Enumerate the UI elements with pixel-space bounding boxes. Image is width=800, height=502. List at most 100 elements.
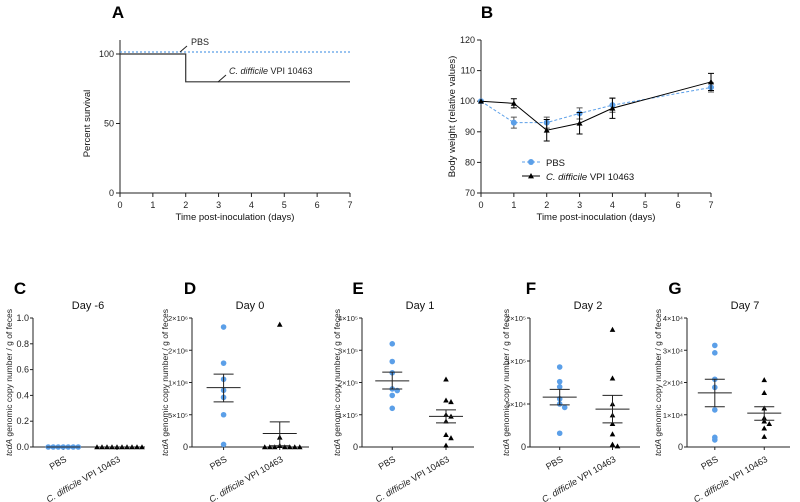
y-tick-label: 0: [521, 442, 526, 452]
x-tick-label: 4: [610, 200, 615, 210]
panel-a: A 0 50 100 0 1 2 3 4 5 6 7 Time post-inoculation (da…: [82, 3, 353, 223]
triangle-marker: [528, 173, 534, 179]
axes: [480, 40, 711, 194]
triangle-marker: [291, 444, 298, 450]
italic-part: C. difficile: [374, 476, 413, 502]
italic-part: tcdA: [501, 439, 511, 456]
y-tick-label: 0.8: [16, 339, 29, 349]
triangle-marker: [443, 376, 449, 382]
panel-title: Day -6: [72, 300, 104, 312]
sem-error-bar: [382, 371, 403, 390]
text-part: genomic copy number / g of feces: [501, 309, 511, 439]
text-part: VPI 10463: [587, 172, 634, 183]
annotation-leader: [179, 45, 188, 53]
data-point: [389, 341, 396, 347]
italic-part: C. difficile: [692, 476, 731, 502]
y-axis-label: tcdA genomic copy number / g of feces: [4, 309, 14, 456]
y-tick-label: 2×10⁵: [506, 314, 526, 323]
data-point: [220, 441, 227, 448]
text-part: VPI 10463: [268, 66, 313, 76]
triangle-marker: [271, 444, 278, 450]
triangle-marker: [139, 444, 145, 450]
triangle-marker: [443, 442, 449, 448]
axes: [361, 318, 474, 448]
x-axis-label: Time post-inoculation (days): [176, 212, 295, 223]
data-point: [389, 392, 396, 399]
x-tick-label: 6: [676, 200, 681, 210]
legend-pbs-label: PBS: [546, 158, 565, 169]
panel-label-d: D: [184, 279, 196, 298]
data-point: [556, 378, 563, 385]
axes: [119, 40, 350, 194]
triangle-marker: [266, 444, 273, 450]
triangle-marker: [443, 397, 449, 403]
y-tick-label: 1×10⁶: [168, 379, 188, 388]
y-axis-label: Percent survival: [82, 90, 93, 158]
data-point: [220, 360, 227, 366]
triangle-marker: [478, 98, 484, 104]
y-tick-label: 1×10⁴: [663, 411, 683, 420]
text-part: VPI 10463: [574, 454, 618, 485]
y-tick-label: 4×10⁴: [663, 314, 683, 323]
x-tick-label: PBS: [48, 454, 69, 472]
data-point: [556, 430, 563, 437]
sem-error-bar: [754, 406, 775, 421]
triangle-marker: [510, 100, 517, 106]
data-point: [220, 411, 227, 418]
axes: [32, 318, 145, 448]
data-point: [712, 342, 718, 349]
triangle-marker: [543, 127, 550, 133]
triangle-marker: [134, 444, 140, 450]
panel-b: B 70 80 90 100 110 120 0 1 2 3 4 5 6 7 Time post-inocul…: [447, 3, 714, 223]
y-tick-label: 0: [183, 442, 188, 452]
y-tick-label: 4×10⁵: [338, 314, 358, 323]
panel-title: Day 2: [574, 300, 603, 312]
text-part: genomic copy number / g of feces: [4, 309, 14, 439]
text-part: VPI 10463: [407, 454, 451, 485]
y-tick-label: 3×10⁵: [338, 346, 358, 355]
axes: [191, 318, 309, 448]
y-tick-label: 0: [678, 442, 683, 452]
annotation-pbs: PBS: [191, 37, 209, 47]
x-tick-label: PBS: [208, 454, 229, 472]
sem-error-bar: [213, 373, 234, 403]
italic-part: C. difficile: [546, 172, 587, 183]
sem-error-bar: [602, 394, 623, 424]
y-tick-label: 5×10⁵: [168, 411, 188, 420]
x-tick-label: PBS: [377, 454, 398, 472]
y-tick-label: 3×10⁴: [663, 346, 683, 355]
italic-part: tcdA: [653, 439, 663, 456]
sem-error-bar: [269, 421, 290, 447]
data-point: [389, 358, 396, 365]
y-tick-label: 2×10⁵: [338, 379, 358, 388]
text-part: genomic copy number / g of feces: [160, 309, 170, 439]
x-tick-label: 7: [708, 200, 713, 210]
triangle-marker: [761, 390, 768, 396]
y-tick-label: 70: [465, 188, 475, 198]
triangle-marker: [448, 435, 454, 441]
annotation-leader: [217, 74, 227, 83]
y-tick-label: 5×10⁴: [506, 400, 526, 409]
text-part: genomic copy number / g of feces: [332, 309, 342, 439]
x-tick-label: PBS: [544, 454, 565, 472]
y-tick-label: 80: [465, 157, 475, 167]
legend-cdiff-label: C. difficile VPI 10463: [546, 172, 634, 183]
y-tick-label: 100: [99, 49, 114, 59]
y-axis-label: Body weight (relative values): [447, 56, 458, 177]
data-point: [712, 437, 718, 443]
italic-part: C. difficile: [229, 66, 268, 76]
triangle-marker: [281, 444, 288, 450]
italic-part: tcdA: [332, 439, 342, 456]
italic-part: tcdA: [4, 439, 14, 456]
y-tick-label: 2×10⁴: [663, 379, 683, 388]
triangle-marker: [761, 418, 768, 424]
panel-label-c: C: [14, 279, 26, 298]
x-tick-label: 3: [577, 200, 582, 210]
x-tick-label: 5: [643, 200, 648, 210]
x-tick-label: 0: [117, 200, 122, 210]
triangle-marker: [614, 443, 621, 449]
